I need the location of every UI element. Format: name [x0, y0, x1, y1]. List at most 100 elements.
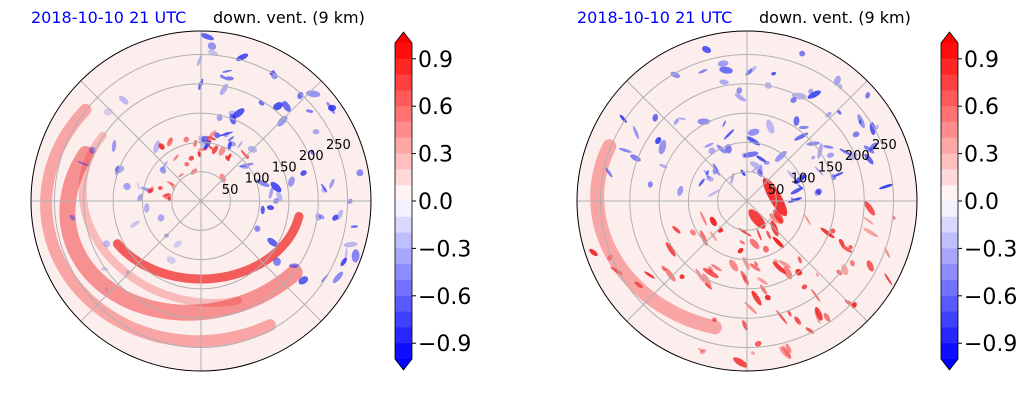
blue-updraft-cell [270, 181, 282, 193]
blue-updraft-cell [214, 132, 220, 139]
red-downdraft-cell [801, 284, 808, 290]
red-downdraft-cell [810, 288, 821, 302]
colorbar-level [941, 122, 958, 139]
colorbar-level [941, 311, 958, 328]
blue-updraft-cell [219, 74, 226, 79]
blue-updraft-cell [790, 187, 803, 195]
red-downdraft-cell [664, 267, 676, 282]
blue-updraft-cell [749, 161, 762, 170]
red-downdraft-cell [749, 263, 761, 272]
red-downdraft-cell [737, 247, 744, 254]
red-downdraft-cell [702, 267, 719, 279]
blue-updraft-cell [255, 179, 270, 187]
blue-updraft-cell [673, 118, 680, 125]
radial-tick-label: 200 [299, 149, 324, 164]
blue-updraft-cell [277, 115, 288, 127]
polar-grid [31, 31, 371, 371]
blue-updraft-cell [111, 139, 117, 152]
red-downdraft-cell [740, 270, 749, 284]
blue-updraft-cell [260, 205, 265, 215]
red-downdraft-cell [702, 273, 712, 288]
red-downdraft-cell [742, 320, 748, 331]
blue-updraft-cell [817, 143, 823, 159]
red-downdraft-cell [158, 186, 163, 191]
blue-updraft-cell [238, 162, 254, 168]
colorbar-level [941, 201, 958, 218]
blue-updraft-cell [310, 149, 314, 155]
blue-updraft-cell [159, 166, 167, 174]
blue-updraft-cell [282, 101, 291, 112]
angular-gridline [746, 200, 868, 322]
blue-updraft-cell [730, 172, 735, 185]
blue-updraft-cell [725, 144, 732, 154]
red-downdraft-cell [751, 290, 762, 306]
blue-updraft-cell [808, 88, 814, 94]
colorbar-level [395, 58, 412, 76]
blue-updraft-cell [326, 101, 336, 115]
red-downdraft-cell [689, 229, 696, 236]
red-downdraft-cell [240, 149, 247, 157]
blue-updraft-cell [655, 137, 662, 145]
blue-updraft-cell [863, 145, 875, 154]
blue-updraft-cell [869, 142, 878, 151]
blue-updraft-cell [799, 50, 806, 57]
colorbar-level [941, 232, 958, 249]
angular-gridline [746, 80, 868, 202]
radial-tick-label: 200 [845, 149, 870, 164]
colorbar-level [395, 137, 412, 155]
red-downdraft-cell [661, 265, 667, 272]
red-downdraft-cell [178, 173, 184, 178]
colorbar-level [395, 106, 412, 123]
red-downdraft-cell [773, 259, 779, 264]
colorbar-tick-label: −0.9 [418, 332, 471, 357]
blue-updraft-cell [237, 141, 243, 149]
colorbar-level [395, 122, 412, 139]
blue-updraft-cell [869, 122, 876, 136]
red-downdraft-cell [794, 316, 802, 325]
colorbar-tick-label: 0.0 [964, 190, 999, 215]
colorbar-outline [940, 31, 959, 371]
red-downdraft-cell [863, 227, 878, 238]
red-downdraft-cell [699, 211, 707, 226]
colorbar-tick-label: −0.9 [964, 332, 1017, 357]
colorbar-level [395, 90, 412, 107]
red-downdraft-cell [754, 340, 762, 347]
panel-time-title: 2018-10-10 21 UTC [577, 8, 733, 27]
colorbar-level [941, 343, 958, 360]
blue-updraft-cell [267, 237, 279, 247]
red-downdraft-cell [772, 261, 786, 274]
blue-updraft-cell [706, 175, 714, 182]
colorbar-level [941, 264, 958, 281]
colorbar-level [941, 280, 958, 297]
blue-updraft-cell [298, 276, 309, 285]
radial-tick-label: 250 [326, 138, 351, 153]
blue-updraft-cell [332, 271, 344, 284]
red-downdraft-cell [672, 225, 681, 234]
blue-updraft-cell [207, 42, 217, 50]
blue-updraft-cell [144, 203, 150, 213]
colorbar-extend-min [395, 359, 412, 370]
blue-updraft-cell [826, 152, 835, 158]
red-downdraft-cell [772, 236, 785, 249]
colorbar-tick-label: 0.0 [418, 190, 453, 215]
red-downdraft-cell [778, 260, 792, 269]
red-downdraft-cell [884, 273, 893, 286]
blue-updraft-cell [825, 111, 832, 118]
blue-updraft-cell [836, 109, 842, 115]
colorbar-tick-label: −0.6 [964, 285, 1017, 310]
polar-frame [576, 30, 918, 372]
colorbar-tick-label: −0.6 [418, 285, 471, 310]
angular-gridline [80, 80, 202, 202]
colorbar-level [395, 43, 412, 60]
radial-tick-label: 100 [245, 172, 270, 187]
panel-variable-title: down. vent. (9 km) [759, 8, 911, 27]
blue-updraft-cell [652, 113, 659, 122]
red-spiral-band-inner [112, 212, 304, 284]
blue-updraft-cell [740, 169, 746, 177]
red-downdraft-cell [679, 274, 685, 280]
blue-updraft-cell [678, 117, 686, 120]
blue-updraft-cell [119, 95, 129, 105]
blue-updraft-cell [723, 129, 735, 140]
colorbar-tick-label: 0.3 [964, 143, 999, 168]
